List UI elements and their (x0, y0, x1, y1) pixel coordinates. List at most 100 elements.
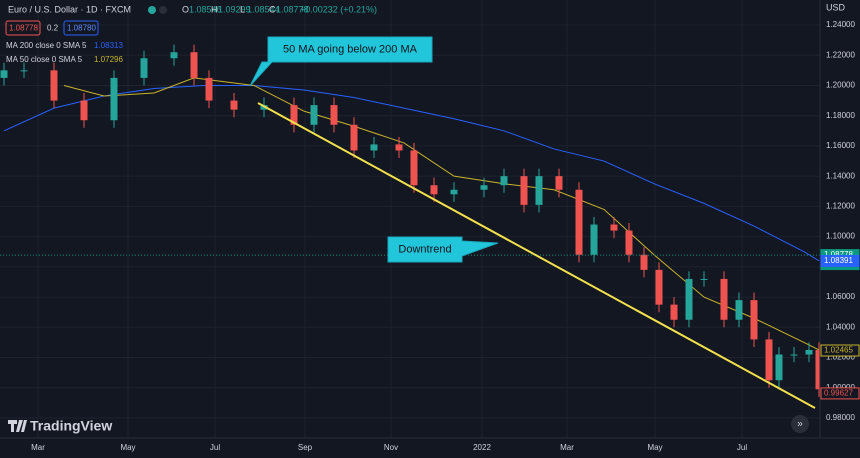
candle-body (110, 77, 118, 121)
ohlc-key: L (240, 4, 245, 14)
candle-body (480, 185, 488, 190)
callout: Downtrend (387, 236, 499, 263)
candle-body (230, 100, 238, 110)
price-marker (820, 344, 860, 357)
x-tick-label: Mar (31, 443, 45, 452)
header: Euro / U.S. Dollar · 1D · FXCM O 1.08546H… (5, 4, 377, 64)
candle-body (535, 176, 543, 205)
ohlc-key: H (211, 4, 218, 14)
price-marker-label: 1.08391 (824, 256, 853, 265)
y-tick-label: 1.04000 (826, 322, 855, 331)
candle-body (330, 105, 338, 125)
candle-body (80, 100, 88, 121)
price-marker (820, 254, 860, 267)
candle-body (430, 185, 438, 195)
candle-body (815, 349, 823, 390)
moving-average (3, 84, 820, 262)
scroll-button[interactable] (791, 415, 809, 433)
y-tick-label: 1.10000 (826, 232, 855, 241)
candle-body (520, 176, 528, 205)
candle-body (170, 52, 178, 59)
y-tick-label: 1.22000 (826, 50, 855, 59)
sell-button[interactable] (5, 20, 41, 36)
y-tick-label: 1.16000 (826, 141, 855, 150)
x-tick-label: 2022 (473, 443, 491, 452)
legend-value: 1.08313 (94, 41, 123, 50)
candle-body (685, 278, 693, 320)
candle-body (765, 339, 773, 381)
candle-body (205, 77, 213, 101)
callout: 50 MA going below 200 MA (249, 36, 433, 87)
candle-body (670, 304, 678, 320)
ohlc-key: C (269, 4, 276, 14)
candle-body (310, 105, 318, 125)
y-tick-label: 1.14000 (826, 171, 855, 180)
y-tick-label: 1.02000 (826, 353, 855, 362)
y-tick-label: 1.24000 (826, 20, 855, 29)
candle-body (720, 278, 728, 320)
buy-button[interactable] (63, 20, 99, 36)
candle-body (20, 70, 28, 72)
candle-body (590, 224, 598, 255)
candle-body (790, 354, 798, 356)
candle-body (575, 189, 583, 255)
change: +0.00232 (+0.21%) (300, 4, 377, 14)
annotation: 50 MA going below 200 MA (283, 43, 418, 55)
brand: TradingView (8, 418, 112, 434)
x-tick-label: May (120, 443, 135, 452)
currency: USD (826, 2, 846, 12)
buy-price[interactable]: 1.08780 (67, 24, 96, 33)
y-tick-label: 1.00000 (826, 383, 855, 392)
candle-body (640, 254, 648, 270)
ohlc-value: 1.08544 (247, 4, 280, 14)
annotation: Downtrend (398, 243, 451, 255)
trendline (257, 102, 816, 409)
spread: 0.2 (47, 24, 59, 33)
y-tick-label: 1.18000 (826, 111, 855, 120)
candle-body (700, 278, 708, 280)
candle-body (775, 354, 783, 381)
price-axis (820, 0, 860, 458)
status (148, 6, 156, 14)
brand-name: TradingView (30, 418, 112, 434)
x-tick-label: Mar (560, 443, 574, 452)
price-marker (820, 387, 860, 400)
candle-body (290, 105, 298, 125)
moving-average (63, 77, 820, 351)
price-marker-label: 1.02465 (824, 346, 853, 355)
candle-body (190, 52, 198, 78)
candle-body (500, 176, 508, 186)
candle-body (370, 144, 378, 151)
candle-body (0, 70, 8, 78)
legend-name: MA 200 close 0 SMA 5 (6, 41, 87, 50)
status (159, 6, 167, 14)
sell-price[interactable]: 1.08778 (9, 24, 38, 33)
x-tick-label: Jul (737, 443, 747, 452)
x-tick-label: Sep (298, 443, 313, 452)
x-tick-label: May (647, 443, 662, 452)
candle-body (50, 70, 58, 101)
y-tick-label: 1.12000 (826, 201, 855, 210)
ohlc-value: 1.08778 (276, 4, 309, 14)
legend-value: 1.07296 (94, 55, 123, 64)
candle-body (410, 150, 418, 186)
y-tick-label: 0.98000 (826, 413, 855, 422)
candle-body (625, 230, 633, 255)
y-tick-label: 1.20000 (826, 81, 855, 90)
x-tick-label: Nov (384, 443, 398, 452)
ohlc-value: 1.09299 (218, 4, 251, 14)
candle-body (450, 189, 458, 195)
x-tick-label: Jul (210, 443, 220, 452)
candle-body (655, 269, 663, 305)
ohlc-key: O (182, 4, 189, 14)
symbol-title: Euro / U.S. Dollar · 1D · FXCM (8, 4, 131, 14)
scroll-icon[interactable]: » (797, 419, 803, 430)
candle-body (805, 349, 813, 355)
candle-body (140, 58, 148, 78)
price-marker-label: 1.08778 (824, 250, 853, 259)
candle-body (735, 300, 743, 320)
candle-body (395, 144, 403, 151)
price-marker-label: 0.99627 (824, 389, 853, 398)
legend-name: MA 50 close 0 SMA 5 (6, 55, 83, 64)
